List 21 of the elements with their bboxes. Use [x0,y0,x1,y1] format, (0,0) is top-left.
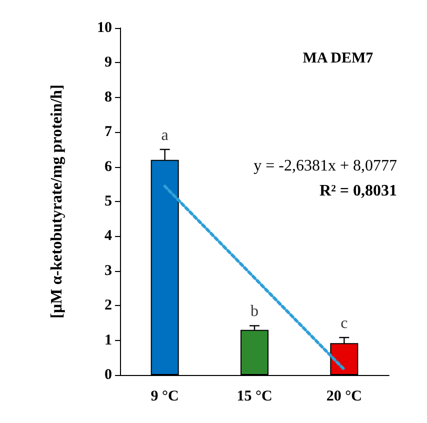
y-tick-label: 7 [104,124,112,140]
annotation: b [250,303,258,320]
y-tick-label: 3 [104,262,112,279]
text: MA DEM7 [302,50,374,66]
y-tick-label: 2 [104,298,112,314]
annotation: y = -2,6381x + 8,0777 [254,158,397,174]
y-tick-label: 9 [104,54,112,71]
y-tick-label: 4 [104,228,112,244]
y-tick-label: 8 [104,89,112,106]
x-tick-label: 20 °C [326,388,362,404]
annotation: c [340,315,348,332]
y-axis-title: [µM α-ketobutyrate/mg protein/h] [48,84,66,318]
y-tick-label: 6 [104,158,112,175]
y-tick-label: 1 [104,332,112,348]
x-tick-label: 9 °C [150,388,179,404]
annotation: R² = 0,8031 [320,182,397,200]
x-tick-label: 15 °C [236,388,272,404]
y-tick-label: 10 [97,20,112,36]
annotation: a [161,126,168,144]
y-tick-label: 0 [104,367,112,383]
y-tick-label: 5 [104,194,112,210]
